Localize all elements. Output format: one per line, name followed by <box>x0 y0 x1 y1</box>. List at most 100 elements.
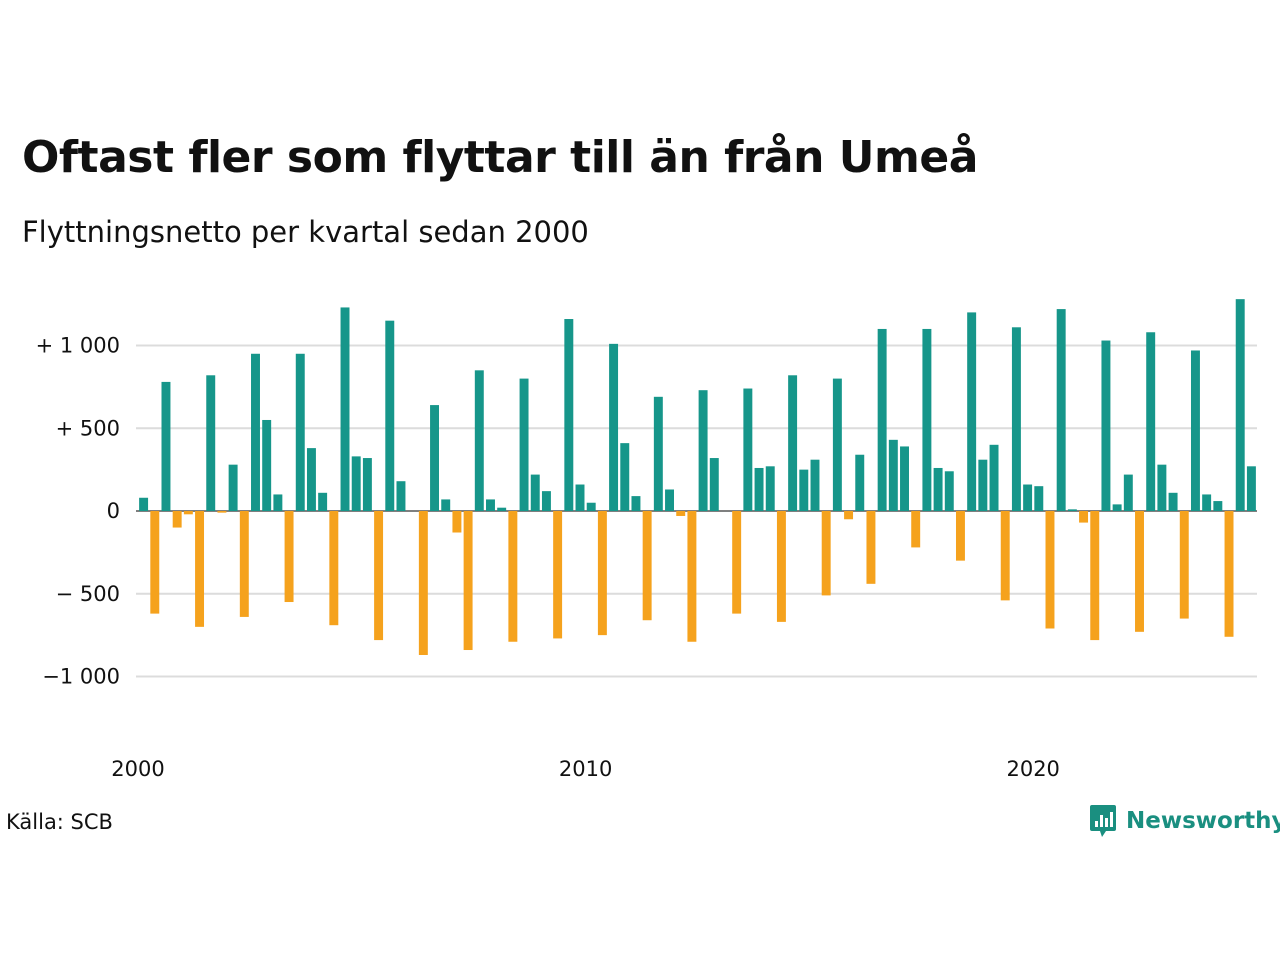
x-axis-ticks: 2000 2010 2020 <box>111 757 1060 781</box>
bar-quarter-6 <box>195 511 205 627</box>
bar-quarter-19 <box>340 307 350 511</box>
bar-quarter-2 <box>150 511 160 614</box>
bar-quarter-75 <box>967 312 977 511</box>
x-tick-label: 2020 <box>1006 757 1059 781</box>
bar-quarter-56 <box>754 467 764 511</box>
bar-quarter-97 <box>1213 501 1223 511</box>
bar-quarter-46 <box>642 511 652 621</box>
bar-quarter-48 <box>665 489 674 511</box>
bar-quarter-13 <box>273 494 283 511</box>
bar-quarter-74 <box>955 511 965 561</box>
bar-quarter-37 <box>541 491 551 511</box>
bar-quarter-31 <box>474 370 484 511</box>
bar-quarter-60 <box>799 469 809 512</box>
bar-quarter-79 <box>1011 327 1021 511</box>
y-tick-label: + 1 000 <box>36 334 120 358</box>
bar-quarter-96 <box>1202 494 1212 511</box>
bar-quarter-68 <box>888 439 898 511</box>
bar-quarter-86 <box>1090 511 1100 641</box>
bar-quarter-78 <box>1000 511 1010 601</box>
bar-quarter-36 <box>530 474 540 511</box>
bar-quarter-51 <box>698 390 708 511</box>
bar-quarter-10 <box>239 511 249 617</box>
bar-quarter-18 <box>329 511 339 626</box>
bar-quarter-57 <box>765 466 775 511</box>
bar-quarter-28 <box>441 499 451 511</box>
bar-quarter-92 <box>1157 464 1167 511</box>
bar-quarter-39 <box>564 319 574 511</box>
bar-quarter-58 <box>776 511 786 622</box>
bar-quarter-50 <box>687 511 697 642</box>
bar-quarter-55 <box>743 388 753 511</box>
chart-title: Oftast fler som flyttar till än från Ume… <box>22 132 978 183</box>
bar-quarter-64 <box>844 511 854 520</box>
bar-quarter-77 <box>989 444 999 511</box>
bar-quarter-61 <box>810 459 820 511</box>
bar-quarter-52 <box>709 458 719 511</box>
bar-quarter-26 <box>418 511 428 655</box>
bar-quarter-94 <box>1179 511 1189 619</box>
bar-quarter-62 <box>821 511 831 596</box>
y-tick-label: 0 <box>107 499 120 523</box>
bar-quarter-93 <box>1168 492 1178 511</box>
bar-quarter-11 <box>251 353 260 511</box>
y-axis-ticks: + 1 000 + 500 0 − 500 −1 000 <box>36 334 120 689</box>
bar-quarter-85 <box>1079 511 1089 523</box>
bar-quarter-34 <box>508 511 518 642</box>
bars <box>139 299 1256 655</box>
bar-quarter-8 <box>217 511 227 513</box>
bar-quarter-89 <box>1123 474 1133 511</box>
bar-quarter-90 <box>1135 511 1144 632</box>
bar-quarter-9 <box>228 464 238 511</box>
bar-quarter-42 <box>597 511 607 636</box>
bar-quarter-66 <box>866 511 876 584</box>
bar-quarter-29 <box>452 511 462 533</box>
bar-quarter-16 <box>306 448 316 511</box>
bar-quarter-27 <box>430 405 440 511</box>
bar-quarter-76 <box>978 459 988 511</box>
bar-quarter-32 <box>486 499 495 511</box>
y-tick-label: −1 000 <box>42 665 120 689</box>
bar-quarter-5 <box>183 511 193 515</box>
y-tick-label: − 500 <box>56 582 120 606</box>
brand-logo: Newsworthy <box>1088 804 1280 838</box>
bar-quarter-73 <box>944 471 954 511</box>
bar-quarter-84 <box>1067 509 1077 511</box>
brand-name: Newsworthy <box>1126 808 1280 834</box>
x-tick-label: 2000 <box>111 757 164 781</box>
bar-quarter-21 <box>362 458 372 511</box>
bar-quarter-83 <box>1056 309 1066 511</box>
bar-quarter-17 <box>318 492 328 511</box>
x-tick-label: 2010 <box>559 757 612 781</box>
bar-quarter-40 <box>575 484 585 511</box>
bar-quarter-49 <box>676 511 686 516</box>
bar-quarter-23 <box>385 320 395 511</box>
bar-quarter-4 <box>172 511 182 528</box>
bar-quarter-20 <box>351 456 361 511</box>
newsworthy-logo-icon <box>1090 805 1116 837</box>
bar-quarter-80 <box>1023 484 1033 511</box>
bar-quarter-67 <box>877 328 887 511</box>
bar-quarter-35 <box>519 378 529 511</box>
bar-quarter-95 <box>1190 350 1200 511</box>
bar-quarter-24 <box>396 481 406 511</box>
bar-quarter-91 <box>1146 332 1156 511</box>
bar-quarter-69 <box>900 446 909 511</box>
bar-quarter-70 <box>911 511 921 548</box>
bar-quarter-12 <box>262 419 272 511</box>
bar-quarter-7 <box>206 375 216 511</box>
chart-subtitle: Flyttningsnetto per kvartal sedan 2000 <box>22 215 589 249</box>
bar-quarter-81 <box>1034 486 1044 511</box>
bar-quarter-100 <box>1246 466 1256 511</box>
y-tick-label: + 500 <box>56 416 120 440</box>
bar-quarter-22 <box>374 511 384 641</box>
bar-quarter-47 <box>653 396 663 511</box>
bar-quarter-15 <box>295 353 305 511</box>
bar-quarter-1 <box>139 497 149 511</box>
bar-quarter-45 <box>631 496 641 511</box>
bar-quarter-63 <box>832 378 842 511</box>
bar-quarter-87 <box>1101 340 1111 511</box>
bar-quarter-44 <box>620 443 630 511</box>
bar-quarter-99 <box>1235 299 1245 511</box>
